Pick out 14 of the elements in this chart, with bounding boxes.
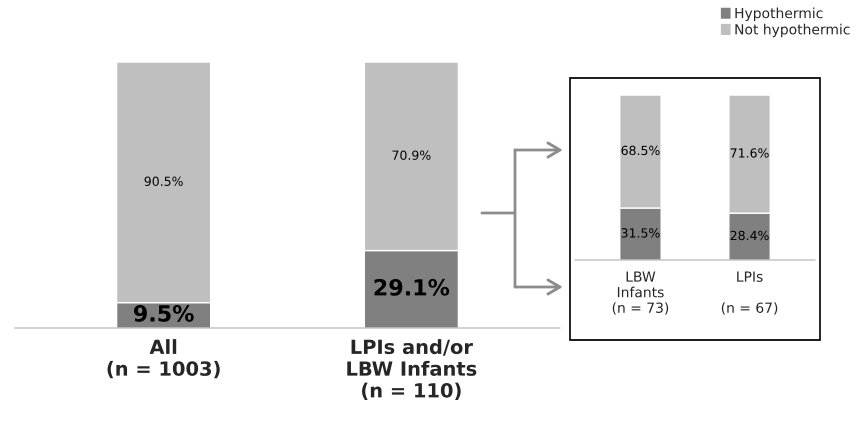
x-tick-label: All (n = 1003)	[108, 339, 220, 378]
legend-label: Hypothermic	[735, 8, 822, 21]
data-label: 28.4%	[730, 230, 769, 240]
data-label: 70.9%	[392, 150, 431, 160]
legend-label: Not hypothermic	[735, 24, 850, 38]
data-label: 29.1%	[374, 278, 450, 296]
data-label: 31.5%	[622, 228, 660, 238]
data-label: 68.5%	[621, 146, 660, 156]
data-label: 9.5%	[134, 305, 194, 322]
x-tick-label: LPIs and/or LBW Infants (n = 110)	[347, 339, 476, 400]
x-tick-label: LBW Infants (n = 73)	[612, 272, 668, 315]
data-label: 90.5%	[144, 176, 183, 186]
data-label: 71.6%	[730, 148, 769, 158]
category-label: LPIs (n = 67)	[722, 272, 778, 315]
